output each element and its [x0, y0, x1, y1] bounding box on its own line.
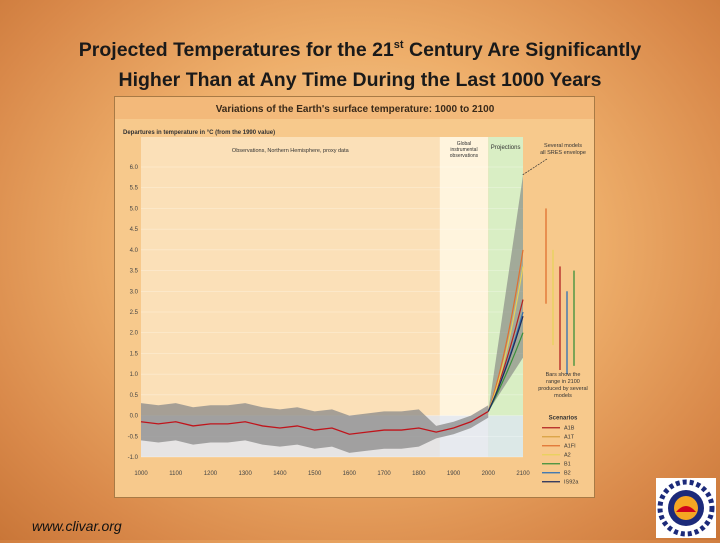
y-tick-label-14: -1.0 — [128, 455, 139, 461]
y-tick-label-10: 1.0 — [130, 372, 139, 378]
x-tick-label-2: 1200 — [204, 471, 218, 477]
y-tick-label-4: 4.0 — [130, 248, 139, 254]
y-tick-label-6: 3.0 — [130, 289, 139, 295]
label-global-instruments-2: instrumental — [450, 147, 477, 153]
bars-note-line-0: Bars show the — [546, 372, 581, 378]
legend-label-a1fi: A1FI — [564, 444, 576, 450]
projection-envelope — [488, 175, 523, 412]
bars-note-line-1: range in 2100 — [546, 379, 580, 385]
x-tick-label-7: 1700 — [377, 471, 391, 477]
title-line-2: Higher Than at Any Time During the Last … — [118, 69, 602, 91]
gear-logo-icon — [657, 479, 715, 537]
several-models-arrow — [521, 158, 548, 176]
organization-logo — [656, 478, 716, 538]
y-tick-label-1: 5.5 — [130, 186, 139, 192]
title-part-a: Projected Temperatures for the 21 — [78, 39, 394, 61]
scenario-line-is92a — [487, 315, 524, 412]
label-global-instruments-1: Global — [457, 141, 471, 147]
observations-band — [141, 137, 440, 457]
x-tick-label-11: 2100 — [516, 471, 530, 477]
y-tick-label-7: 2.5 — [130, 310, 139, 316]
scenario-line-a2 — [487, 266, 524, 412]
x-tick-label-1: 1100 — [169, 471, 183, 477]
x-tick-label-9: 1900 — [447, 471, 461, 477]
y-tick-label-12: 0.0 — [130, 414, 139, 420]
legend-label-a1t: A1T — [564, 435, 575, 441]
y-tick-label-3: 4.5 — [130, 227, 139, 233]
legend-label-is92a: IS92a — [564, 480, 579, 486]
legend-label-a1b: A1B — [564, 426, 575, 432]
y-tick-label-5: 3.5 — [130, 269, 139, 275]
x-tick-label-8: 1800 — [412, 471, 426, 477]
legend-label-b2: B2 — [564, 471, 571, 477]
y-tick-label-11: 0.5 — [130, 393, 139, 399]
y-tick-label-13: -0.5 — [128, 434, 139, 440]
label-several-models-2: all SRES envelope — [540, 150, 586, 156]
legend-label-b1: B1 — [564, 462, 571, 468]
x-tick-label-4: 1400 — [273, 471, 287, 477]
chart-svg: Variations of the Earth's surface temper… — [115, 97, 594, 486]
x-tick-label-3: 1300 — [239, 471, 253, 477]
label-several-models-1: Several models — [544, 143, 582, 149]
y-axis-label: Departures in temperature in °C (from th… — [123, 130, 275, 136]
slide-title: Projected Temperatures for the 21st Cent… — [0, 30, 720, 95]
observations-uncertainty-band — [141, 403, 489, 453]
observations-line — [140, 410, 489, 435]
source-footer[interactable]: www.clivar.org — [32, 518, 122, 534]
x-tick-label-5: 1500 — [308, 471, 322, 477]
label-global-instruments-3: observations — [450, 153, 479, 159]
scenario-line-a1fi — [487, 249, 524, 412]
x-tick-label-10: 2000 — [482, 471, 496, 477]
x-tick-label-6: 1600 — [343, 471, 357, 477]
temperature-chart: Variations of the Earth's surface temper… — [114, 96, 595, 498]
bars-note-line-3: models — [554, 393, 572, 399]
y-tick-label-9: 1.5 — [130, 351, 139, 357]
label-projections: Projections — [491, 145, 521, 151]
title-superscript: st — [393, 39, 404, 51]
label-observations: Observations, Northern Hemisphere, proxy… — [232, 148, 350, 154]
legend-label-a2: A2 — [564, 453, 571, 459]
y-tick-label-0: 6.0 — [130, 165, 139, 171]
chart-header-bg — [115, 97, 594, 119]
instrument-band — [439, 137, 489, 457]
chart-title: Variations of the Earth's surface temper… — [216, 104, 495, 115]
title-part-b: Century Are Significantly — [403, 39, 642, 61]
y-tick-label-2: 5.0 — [130, 206, 139, 212]
x-tick-label-0: 1000 — [134, 471, 148, 477]
y-tick-label-8: 2.0 — [130, 331, 139, 337]
bars-note-line-2: produced by several — [538, 386, 588, 392]
legend-title: Scenarios — [549, 416, 578, 422]
